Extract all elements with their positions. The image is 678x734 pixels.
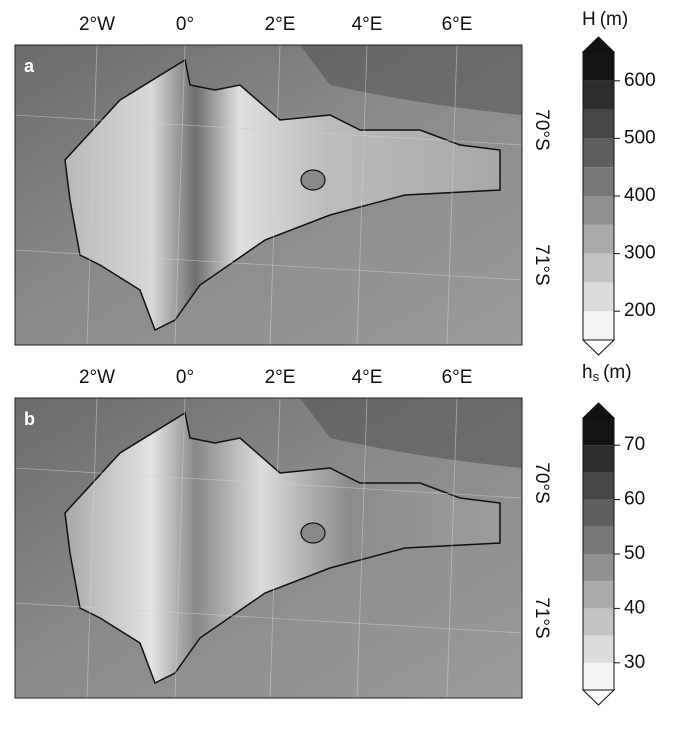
colorbar-level (583, 445, 614, 473)
colorbar-tick-label: 70 (624, 434, 645, 455)
lon-label: 2°W (79, 14, 115, 35)
ice-shelf (64, 411, 501, 685)
meridian (86, 44, 98, 346)
parallel (14, 602, 523, 634)
lon-label: 0° (176, 367, 194, 388)
lon-label: 6°E (442, 367, 473, 388)
meridian (446, 44, 458, 346)
panels: a2°W 0° 2°E 4°E 6°E70°S71°S200300400500600H(… (14, 9, 656, 706)
colorbar-level (583, 499, 614, 527)
colorbar-tick-label: 30 (624, 652, 645, 673)
panel: b 2°W 0° 2°E 4°E 6°E 70°S 71°S 30 40 50 60 70 hs (m) (14, 362, 645, 706)
meridian (356, 44, 368, 346)
lat-label: 71°S (531, 244, 552, 285)
meridian (174, 397, 186, 699)
colorbar-level (583, 52, 614, 81)
colorbar-subscript: s (593, 369, 600, 384)
lat-label: 70°S (531, 462, 552, 503)
ice-rise (300, 169, 326, 191)
lat-label: 71°S (531, 597, 552, 638)
colorbar-tick-label: 60 (624, 489, 645, 510)
colorbar-tick-label: 50 (624, 543, 645, 564)
colorbar-tick-label: 40 (624, 597, 645, 618)
colorbar-extend-top (581, 402, 616, 419)
colorbar-level (583, 109, 614, 139)
ice-rise (300, 522, 326, 544)
lon-label: 6°E (442, 14, 473, 35)
colorbar-level (583, 554, 614, 582)
colorbar-level (583, 608, 614, 636)
lon-label: 4°E (352, 14, 383, 35)
colorbar-level (583, 196, 614, 225)
meridian (446, 397, 458, 699)
meridian (174, 44, 186, 346)
colorbar-level (583, 253, 614, 283)
colorbar-title: H (m) (582, 9, 628, 30)
meridian (86, 397, 98, 699)
colorbar-level (583, 80, 614, 110)
colorbar-tick-label: 200 (624, 300, 656, 321)
colorbar-level (583, 472, 614, 500)
panel-label: a (24, 56, 35, 76)
parallel (14, 249, 523, 281)
colorbar-level (583, 526, 614, 554)
colorbar-extend-bottom (581, 339, 616, 356)
lon-label: 2°W (79, 367, 115, 388)
meridian (269, 397, 281, 699)
lon-label: 2°E (265, 367, 296, 388)
meridian (356, 397, 368, 699)
colorbar-level (583, 418, 614, 446)
colorbar-level (583, 138, 614, 168)
lon-label: 0° (176, 14, 194, 35)
colorbar-title: hs (m) (582, 362, 632, 384)
colorbar-level (583, 581, 614, 609)
colorbar-level (583, 282, 614, 312)
colorbar-tick-label: 300 (624, 243, 656, 264)
colorbar-level (583, 167, 614, 196)
colorbar-symbol: H (582, 9, 596, 30)
panel: a 2°W 0° 2°E 4°E 6°E 70°S 71°S 200 300 400 500 600 H(… (14, 9, 656, 356)
parallel (14, 467, 523, 499)
lon-label: 4°E (352, 367, 383, 388)
ice-shelf (64, 58, 501, 332)
colorbar-level (583, 662, 614, 690)
colorbar-symbol: h (582, 362, 593, 383)
colorbar-extend-bottom (581, 689, 616, 706)
colorbar-unit: (m) (600, 9, 628, 30)
colorbar-extend-top (581, 36, 616, 53)
lat-label: 70°S (531, 109, 552, 150)
mountains (300, 398, 522, 468)
map-frame (14, 44, 523, 346)
colorbar-tick-label: 500 (624, 127, 656, 148)
colorbar-tick-label: 600 (624, 70, 656, 91)
colorbar-level (583, 635, 614, 663)
colorbar-level (583, 311, 614, 340)
colorbar-unit: (m) (603, 362, 631, 383)
colorbar-tick-label: 400 (624, 185, 656, 206)
meridian (269, 44, 281, 346)
parallel (14, 114, 523, 146)
colorbar-level (583, 224, 614, 254)
lon-label: 2°E (265, 14, 296, 35)
mountains (300, 45, 522, 115)
map-frame (14, 397, 523, 699)
panel-label: b (24, 409, 35, 429)
